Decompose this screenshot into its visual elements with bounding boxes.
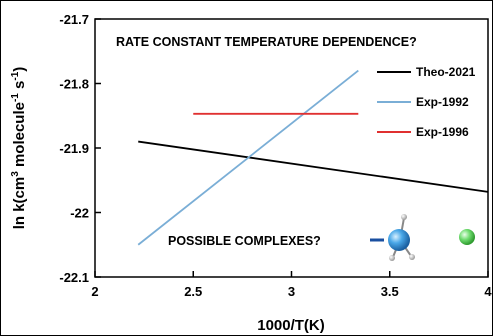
y-tick-label: -21.9 <box>59 141 89 156</box>
complexes-annotation: POSSIBLE COMPLEXES? <box>168 234 321 248</box>
legend-label: Exp-1992 <box>416 95 469 109</box>
legend-label: Theo-2021 <box>416 65 476 79</box>
y-tick-label: -21.7 <box>59 12 89 27</box>
y-tick-label: -22.1 <box>59 270 89 285</box>
series-layer <box>137 69 489 246</box>
y-axis-ticks: -21.7 -21.8 -21.9 -22 -22.1 <box>59 12 101 285</box>
legend: Theo-2021 Exp-1992 Exp-1996 <box>377 65 476 139</box>
x-tick-label: 2.5 <box>184 284 202 299</box>
x-axis-title: 1000/T(K) <box>257 317 325 334</box>
x-axis-ticks: 2 2.5 3 3.5 4 <box>91 271 492 299</box>
molecule-complex-icon <box>370 214 475 261</box>
x-tick-label: 3 <box>288 284 295 299</box>
legend-label: Exp-1996 <box>416 125 469 139</box>
series-line-theo-2021 <box>138 140 489 193</box>
chart-annotation-title: RATE CONSTANT TEMPERATURE DEPENDENCE? <box>116 35 417 49</box>
y-axis-title: ln k(cm3 molecule-1 s-1) <box>10 67 28 230</box>
y-tick-label: -22 <box>70 206 89 221</box>
x-tick-label: 4 <box>484 284 492 299</box>
series-line-exp-1992 <box>137 69 359 246</box>
x-tick-label: 3.5 <box>381 284 399 299</box>
x-tick-label: 2 <box>91 284 98 299</box>
y-tick-label: -21.8 <box>59 77 89 92</box>
